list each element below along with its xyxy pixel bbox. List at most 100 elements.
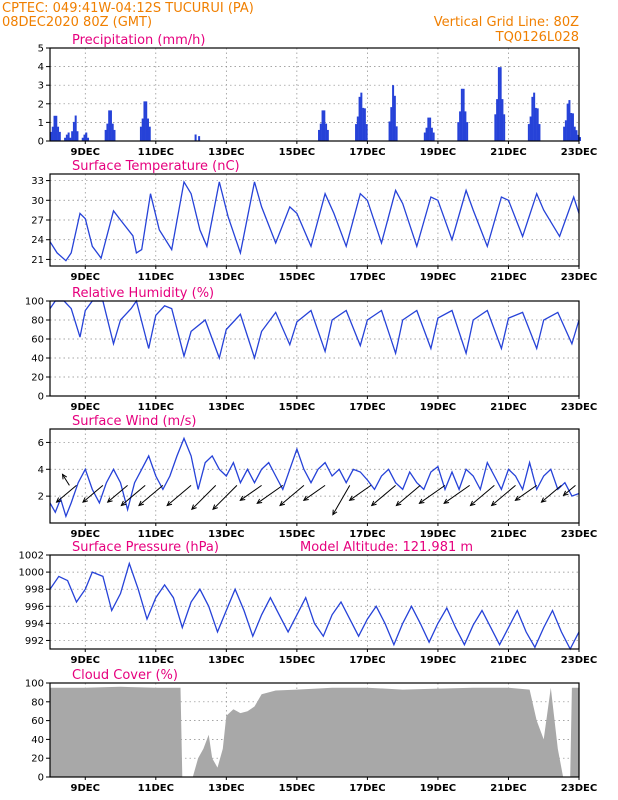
- cloud-area: [50, 686, 579, 777]
- precip-bar: [365, 124, 368, 141]
- precip-bar: [148, 126, 151, 141]
- precip-bar: [570, 112, 573, 141]
- precip-bar: [108, 110, 111, 141]
- wind-xtick-label: 23DEC: [561, 529, 597, 540]
- precip-bar: [113, 129, 116, 141]
- rh-ytick-label: 20: [31, 373, 44, 384]
- pres-xtick-label: 19DEC: [420, 655, 456, 666]
- precip-bar: [577, 134, 580, 141]
- precip-bar: [393, 95, 396, 141]
- cloud-xtick-label: 9DEC: [71, 783, 100, 794]
- precip-bar: [564, 120, 567, 141]
- precip-bar: [141, 118, 144, 141]
- temp-title: Surface Temperature (nC): [72, 159, 240, 174]
- pres-subtitle: Model Altitude: 121.981 m: [300, 540, 473, 555]
- temp-xtick-label: 19DEC: [420, 272, 456, 283]
- wind-title: Surface Wind (m/s): [72, 414, 196, 429]
- precip-bar: [57, 126, 60, 141]
- cloud-xtick-label: 17DEC: [349, 783, 385, 794]
- precip-bar: [533, 92, 536, 141]
- cloud-xtick-label: 21DEC: [490, 783, 526, 794]
- precip-bar: [466, 122, 469, 141]
- pres-ytick-label: 1002: [19, 551, 44, 562]
- precip-bar: [462, 88, 465, 141]
- wind-xtick-label: 19DEC: [420, 529, 456, 540]
- precip-ytick-label: 4: [38, 62, 44, 73]
- precip-bar: [325, 123, 328, 141]
- rh-xtick-label: 17DEC: [349, 402, 385, 413]
- wind-arrowhead: [469, 500, 476, 507]
- precip-bar: [499, 67, 502, 141]
- precip-ytick-label: 1: [38, 118, 44, 129]
- wind-arrow: [371, 485, 396, 506]
- precip-xtick-label: 21DEC: [490, 147, 526, 158]
- wind-xtick-label: 13DEC: [208, 529, 244, 540]
- temp-xtick-label: 15DEC: [279, 272, 315, 283]
- pres-xtick-label: 13DEC: [208, 655, 244, 666]
- precip-bar: [85, 132, 88, 141]
- precip-bar: [534, 107, 537, 141]
- precip-bar: [145, 101, 148, 141]
- precip-bar: [355, 124, 358, 141]
- precip-bar: [390, 107, 393, 141]
- precip-bar: [568, 100, 571, 141]
- precip-bar: [460, 88, 463, 141]
- wind-arrowhead: [562, 490, 569, 497]
- precip-bar: [87, 137, 90, 141]
- rh-ytick-label: 100: [25, 297, 44, 308]
- wind-arrowhead: [279, 500, 285, 507]
- precip-bar: [198, 136, 201, 141]
- wind-arrowhead: [61, 473, 68, 480]
- rh-frame: [49, 300, 580, 397]
- cloud-xtick-label: 13DEC: [208, 783, 244, 794]
- precip-bar: [425, 127, 428, 141]
- wind-arrow: [120, 485, 146, 506]
- wind-arrowhead: [239, 495, 246, 501]
- wind-arrow: [332, 485, 351, 515]
- wind-arrow: [541, 485, 562, 503]
- wind-arrowhead: [514, 495, 521, 501]
- precipitation-panel: 0 1 2 3 4 5 9DEC 11DEC 13DEC 15DEC 17DEC 19DEC 21DEC…: [38, 33, 598, 158]
- cloud-xtick-label: 15DEC: [279, 783, 315, 794]
- wind-arrowhead: [191, 504, 197, 511]
- wind-arrowhead: [302, 495, 309, 501]
- wind-arrow: [563, 485, 576, 496]
- wind-arrowhead: [418, 498, 425, 504]
- precip-bar: [423, 132, 426, 141]
- precip-bar: [83, 134, 86, 141]
- precip-bar: [360, 92, 363, 141]
- precip-bar: [74, 115, 77, 141]
- precip-bar: [321, 110, 324, 141]
- precip-bar: [563, 126, 566, 141]
- precip-xtick-label: 13DEC: [208, 147, 244, 158]
- cloud-ytick-label: 60: [31, 716, 44, 727]
- precip-xtick-label: 19DEC: [420, 147, 456, 158]
- cloud-ytick-label: 100: [25, 679, 44, 690]
- precip-bar: [319, 123, 322, 141]
- wind-arrow: [56, 485, 77, 503]
- grid-note: Vertical Grid Line: 80Z: [434, 15, 579, 30]
- precip-bar: [81, 137, 84, 141]
- precip-xtick-label: 11DEC: [138, 147, 174, 158]
- precip-bar: [432, 132, 435, 141]
- precip-bar: [527, 124, 530, 141]
- wind-xtick-label: 9DEC: [71, 529, 100, 540]
- wind-xtick-label: 15DEC: [279, 529, 315, 540]
- precip-bar: [104, 129, 107, 141]
- rh-xtick-label: 23DEC: [561, 402, 597, 413]
- run-code: TQ0126L028: [495, 30, 579, 45]
- wind-arrow: [279, 485, 305, 506]
- cloud-ytick-label: 40: [31, 735, 44, 746]
- precip-bar: [139, 126, 142, 141]
- precip-ytick-label: 3: [38, 81, 44, 92]
- wind-arrow: [396, 485, 421, 506]
- wind-ytick-label: 4: [38, 465, 44, 476]
- rh-xtick-label: 13DEC: [208, 402, 244, 413]
- wind-arrowhead: [106, 497, 113, 503]
- temp-xtick-label: 21DEC: [490, 272, 526, 283]
- pressure-panel: 992 994 996 998 1000 1002 9DEC 11DEC 13DEC 15DEC 1…: [19, 540, 598, 666]
- wind-arrow: [256, 484, 284, 504]
- precip-bar: [494, 114, 497, 141]
- pres-ytick-label: 994: [25, 619, 44, 630]
